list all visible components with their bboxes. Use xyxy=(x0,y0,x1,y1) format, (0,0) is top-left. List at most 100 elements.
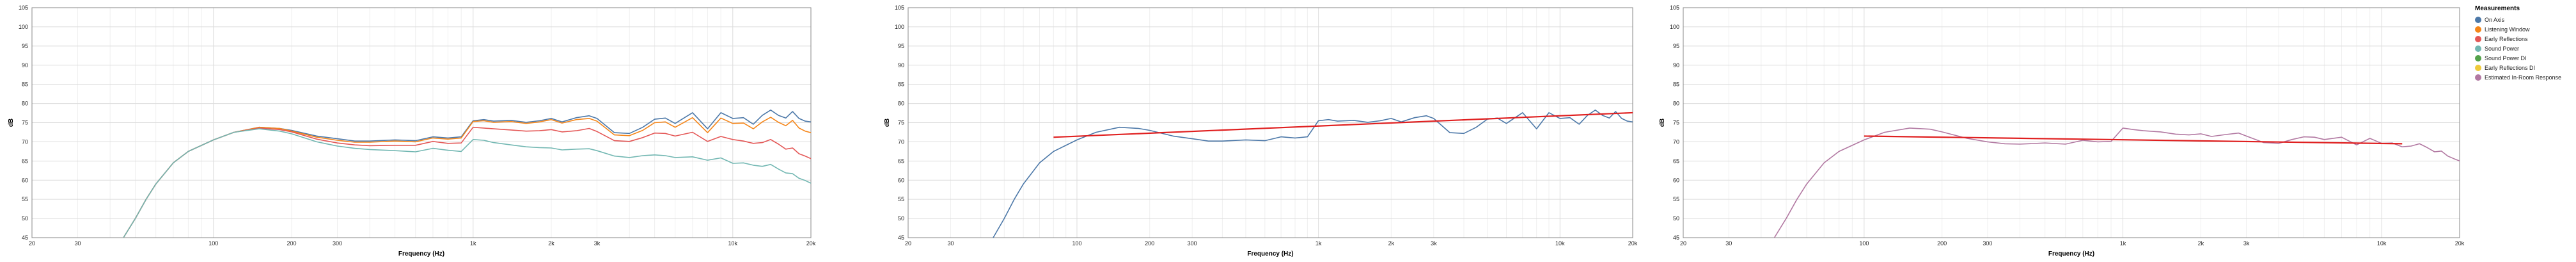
y-tick-label: 100 xyxy=(1670,24,1679,30)
x-axis-title: Frequency (Hz) xyxy=(1247,250,1293,258)
y-tick-label: 60 xyxy=(22,177,28,183)
x-tick-label: 300 xyxy=(333,240,342,247)
y-tick-label: 60 xyxy=(898,177,904,183)
legend-label: Estimated In-Room Response xyxy=(2485,74,2562,81)
y-tick-label: 70 xyxy=(1673,138,1679,145)
regression-line xyxy=(1053,111,1633,138)
x-tick-label: 30 xyxy=(74,240,81,247)
y-tick-label: 75 xyxy=(22,120,28,126)
legend-swatch xyxy=(2475,26,2481,33)
legend-label: Early Reflections DI xyxy=(2485,64,2536,71)
x-tick-label: 30 xyxy=(1725,240,1732,247)
legend-swatch xyxy=(2475,45,2481,52)
series-line-on-axis xyxy=(993,110,1633,238)
y-tick-label: 70 xyxy=(22,138,28,145)
x-tick-label: 3k xyxy=(2243,240,2250,247)
y-tick-label: 55 xyxy=(1673,196,1679,202)
x-tick-label: 20 xyxy=(1680,240,1686,247)
y-tick-label: 55 xyxy=(22,196,28,202)
x-tick-label: 3k xyxy=(594,240,601,247)
y-axis-title: dB xyxy=(1659,119,1666,127)
x-tick-label: 1k xyxy=(2120,240,2126,247)
x-tick-label: 20k xyxy=(1628,240,1638,247)
legend-label: Listening Window xyxy=(2485,26,2530,33)
legend-label: On Axis xyxy=(2485,16,2505,23)
legend-item[interactable]: On Axis xyxy=(2475,15,2571,24)
x-axis-title: Frequency (Hz) xyxy=(2048,250,2094,258)
x-tick-label: 10k xyxy=(2377,240,2387,247)
x-tick-label: 100 xyxy=(208,240,218,247)
series-line-listening-window xyxy=(123,117,812,238)
y-tick-label: 50 xyxy=(22,215,28,222)
x-tick-label: 300 xyxy=(1983,240,1992,247)
y-tick-label: 105 xyxy=(19,4,28,11)
x-tick-label: 1k xyxy=(1315,240,1322,247)
x-tick-label: 2k xyxy=(548,240,554,247)
legend-items: On Axis Listening Window Early Reflections… xyxy=(2475,15,2571,82)
plot-frame xyxy=(1683,7,2460,238)
y-tick-label: 55 xyxy=(898,196,904,202)
x-tick-label: 1k xyxy=(470,240,476,247)
chart-panel-3: 45 50 55 60 65 70 75 80 85 90 95 100 105 20 30 100 200 30… xyxy=(1659,4,2465,258)
y-tick-label: 45 xyxy=(22,234,28,241)
legend-item[interactable]: Sound Power DI xyxy=(2475,53,2571,63)
y-tick-label: 75 xyxy=(898,120,904,126)
legend-label: Sound Power xyxy=(2485,45,2520,52)
y-tick-label: 100 xyxy=(19,24,28,30)
legend-swatch xyxy=(2475,64,2481,71)
y-tick-label: 85 xyxy=(898,81,904,88)
legend-item[interactable]: Sound Power xyxy=(2475,44,2571,53)
x-tick-label: 2k xyxy=(2198,240,2204,247)
y-tick-label: 65 xyxy=(1673,158,1679,164)
legend-swatch xyxy=(2475,74,2481,81)
x-tick-label: 200 xyxy=(287,240,296,247)
x-tick-label: 3k xyxy=(1431,240,1437,247)
legend-swatch xyxy=(2475,54,2481,61)
y-tick-label: 95 xyxy=(1673,43,1679,49)
legend-swatch xyxy=(2475,16,2481,23)
legend: Measurements On Axis Listening Window Earl… xyxy=(2475,5,2571,82)
legend-item[interactable]: Early Reflections xyxy=(2475,34,2571,44)
x-tick-label: 20k xyxy=(2455,240,2465,247)
y-tick-label: 60 xyxy=(1673,177,1679,183)
series-line-sound-power xyxy=(123,128,812,238)
y-tick-label: 90 xyxy=(898,62,904,69)
legend-swatch xyxy=(2475,35,2481,42)
y-tick-label: 75 xyxy=(1673,120,1679,126)
y-axis-title: dB xyxy=(884,119,891,127)
legend-item[interactable]: Listening Window xyxy=(2475,24,2571,34)
y-tick-label: 50 xyxy=(898,215,904,222)
y-tick-label: 105 xyxy=(1670,4,1679,11)
regression-line xyxy=(1864,135,2403,145)
x-tick-label: 10k xyxy=(1555,240,1565,247)
y-tick-label: 65 xyxy=(22,158,28,164)
y-tick-label: 70 xyxy=(898,138,904,145)
legend-item[interactable]: Early Reflections DI xyxy=(2475,63,2571,72)
y-tick-label: 50 xyxy=(1673,215,1679,222)
x-tick-label: 30 xyxy=(947,240,954,247)
x-tick-label: 200 xyxy=(1145,240,1154,247)
x-tick-label: 20 xyxy=(29,240,35,247)
x-tick-label: 20k xyxy=(806,240,816,247)
y-tick-label: 65 xyxy=(898,158,904,164)
chart-panel-2: 45 50 55 60 65 70 75 80 85 90 95 100 105 20 30 100 200 30… xyxy=(884,4,1638,258)
x-tick-label: 10k xyxy=(728,240,738,247)
x-tick-label: 100 xyxy=(1072,240,1081,247)
y-tick-label: 90 xyxy=(22,62,28,69)
series-line-estimated-in-room-response xyxy=(1773,127,2460,238)
y-tick-label: 80 xyxy=(898,101,904,107)
x-tick-label: 300 xyxy=(1188,240,1197,247)
y-tick-label: 85 xyxy=(22,81,28,88)
y-tick-label: 45 xyxy=(1673,234,1679,241)
y-tick-label: 95 xyxy=(898,43,904,49)
x-tick-label: 100 xyxy=(1859,240,1869,247)
legend-label: Sound Power DI xyxy=(2485,54,2527,61)
y-tick-label: 80 xyxy=(22,101,28,107)
legend-title: Measurements xyxy=(2475,5,2520,12)
y-axis-title: dB xyxy=(8,119,15,127)
series-line-early-reflections xyxy=(123,126,812,238)
legend-item[interactable]: Estimated In-Room Response xyxy=(2475,72,2571,82)
y-tick-label: 45 xyxy=(898,234,904,241)
y-tick-label: 80 xyxy=(1673,101,1679,107)
